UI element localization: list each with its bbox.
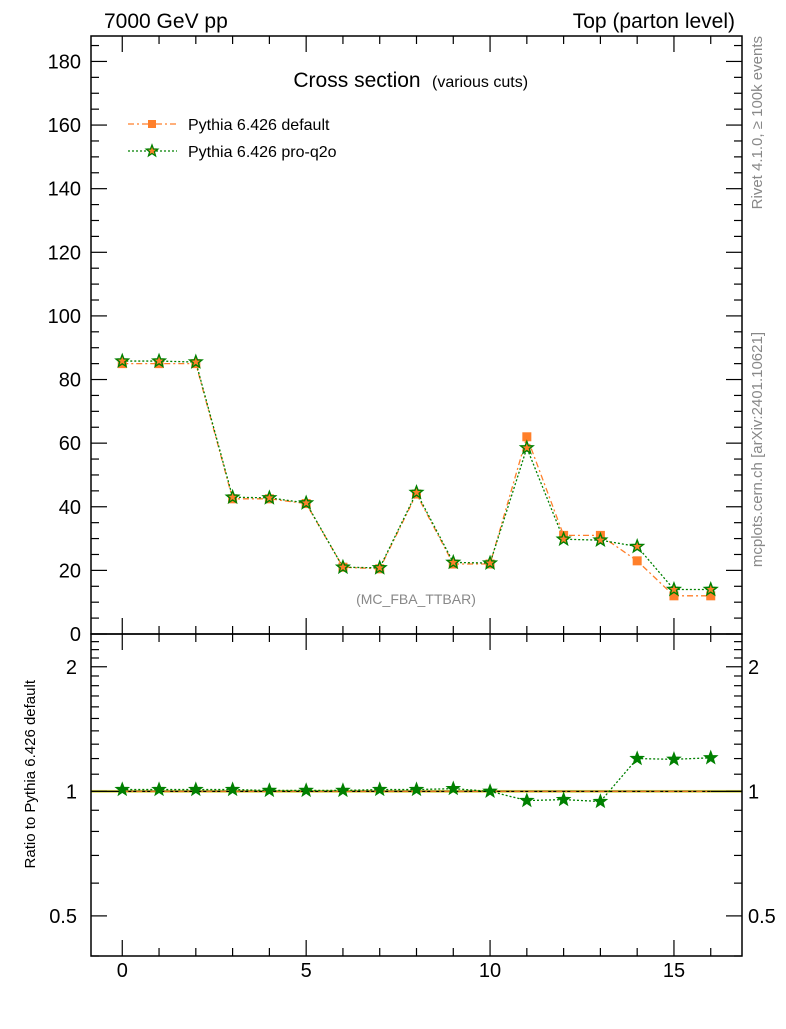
ratio-point-proq2o — [188, 781, 204, 797]
point-default — [522, 432, 532, 442]
ratio-line-proq2o — [122, 757, 711, 803]
series-line-proq2o — [122, 360, 711, 591]
point-default — [632, 556, 642, 566]
main-y-tick-label: 140 — [48, 179, 81, 201]
point-default — [706, 591, 716, 601]
point-proq2o — [445, 553, 462, 570]
point-proq2o — [261, 489, 278, 505]
ratio-y-tick-label: 0.5 — [49, 906, 77, 928]
legend-label-default: Pythia 6.426 default — [188, 117, 330, 134]
header-left: 7000 GeV pp — [104, 10, 228, 33]
analysis-annotation: (MC_FBA_TTBAR) — [356, 591, 476, 607]
header-right: Top (parton level) — [573, 10, 735, 33]
ratio-point-proq2o — [224, 781, 241, 797]
legend-entry-default: Pythia 6.426 default — [128, 117, 330, 134]
point-proq2o — [150, 352, 168, 368]
point-proq2o — [371, 559, 388, 575]
point-proq2o — [555, 530, 572, 547]
ratio-point-proq2o — [592, 793, 609, 809]
main-y-tick-label: 180 — [48, 51, 81, 73]
ratio-point-proq2o — [666, 751, 682, 766]
ratio-axis-ticks — [91, 634, 742, 957]
mcplots-label: mcplots.cern.ch [arXiv:2401.10621] — [749, 332, 766, 567]
main-y-tick-labels: 0 20 40 60 80 100 120 140 160 180 — [48, 51, 81, 646]
point-proq2o — [298, 494, 315, 510]
main-y-tick-label: 40 — [59, 497, 81, 519]
main-series — [114, 352, 719, 601]
ratio-y-tick-label-right: 1 — [748, 781, 759, 803]
point-default — [669, 591, 679, 601]
main-y-tick-label: 120 — [48, 242, 81, 264]
point-proq2o — [592, 531, 609, 548]
ratio-point-proq2o — [298, 782, 314, 798]
point-proq2o — [334, 558, 352, 575]
ratio-frame — [90, 633, 743, 957]
ratio-point-proq2o — [555, 791, 572, 807]
ratio-x-tick-label: 10 — [479, 960, 501, 982]
series-line-default — [122, 362, 711, 597]
legend-label-proq2o: Pythia 6.426 pro-q2o — [188, 144, 337, 161]
point-proq2o — [518, 439, 535, 455]
ratio-point-proq2o — [519, 792, 535, 808]
point-proq2o — [629, 538, 646, 554]
ratio-y-tick-labels: 0.5 0.5 1 1 2 2 — [49, 657, 776, 928]
ratio-point-proq2o — [371, 781, 388, 797]
ratio-y-axis-label: Ratio to Pythia 6.426 default — [22, 679, 39, 868]
point-proq2o — [408, 483, 425, 500]
ratio-y-tick-label-right: 0.5 — [748, 906, 776, 928]
main-panel: 0 20 40 60 80 100 120 140 160 180 Cross section (… — [48, 35, 743, 646]
ratio-point-proq2o — [151, 781, 167, 797]
point-proq2o — [114, 352, 131, 368]
ratio-x-tick-label: 0 — [117, 960, 128, 982]
ratio-y-tick-label: 1 — [66, 781, 77, 803]
point-proq2o — [481, 554, 499, 570]
main-y-tick-label: 80 — [59, 370, 81, 392]
ratio-x-tick-label: 15 — [663, 960, 685, 982]
ratio-point-proq2o — [702, 749, 719, 765]
point-proq2o — [665, 580, 683, 597]
legend-marker-default — [148, 120, 156, 128]
main-y-tick-label: 100 — [48, 306, 81, 328]
ratio-y-tick-label-right: 2 — [748, 657, 759, 679]
ratio-point-proq2o — [408, 781, 425, 797]
legend-entry-proq2o: Pythia 6.426 pro-q2o — [128, 143, 337, 161]
ratio-point-proq2o — [445, 780, 462, 796]
ratio-point-proq2o — [482, 783, 498, 798]
main-y-tick-label: 60 — [59, 433, 81, 455]
point-proq2o — [187, 353, 204, 369]
main-axis-ticks — [91, 36, 742, 635]
ratio-x-tick-label: 5 — [301, 960, 312, 982]
rivet-label: Rivet 4.1.0, ≥ 100k events — [749, 36, 766, 209]
ratio-panel: 0.5 0.5 1 1 2 2 0 5 10 15 Ratio to Pythia 6.426 … — [22, 633, 776, 982]
ratio-point-proq2o — [261, 782, 278, 798]
ratio-x-tick-labels: 0 5 10 15 — [117, 960, 685, 982]
legend-marker-proq2o — [144, 143, 160, 158]
ratio-series — [91, 749, 742, 809]
ratio-y-tick-label: 2 — [66, 657, 77, 679]
ratio-point-proq2o — [335, 782, 351, 798]
legend: Pythia 6.426 default Pythia 6.426 pro-q2… — [128, 117, 337, 161]
main-y-tick-label: 0 — [70, 624, 81, 646]
main-y-tick-label: 20 — [59, 560, 81, 582]
ratio-point-proq2o — [114, 781, 131, 797]
ratio-point-proq2o — [629, 750, 645, 766]
chart-subtitle: (various cuts) — [432, 74, 528, 91]
chart-title: Cross section — [293, 69, 420, 92]
point-proq2o — [224, 488, 241, 505]
point-proq2o — [702, 580, 719, 597]
main-y-tick-label: 160 — [48, 115, 81, 137]
